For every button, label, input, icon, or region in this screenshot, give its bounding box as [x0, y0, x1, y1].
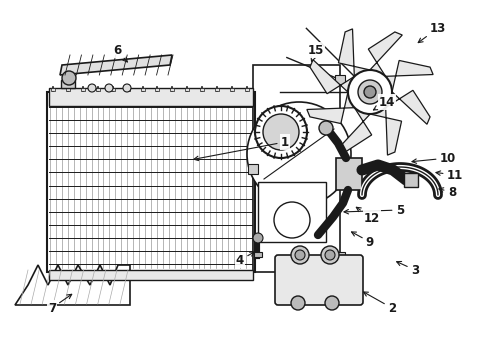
Bar: [254, 252, 262, 257]
Circle shape: [88, 84, 96, 92]
Circle shape: [364, 86, 376, 98]
Text: 3: 3: [397, 261, 419, 276]
Bar: [47, 92, 255, 272]
Polygon shape: [386, 90, 430, 124]
Bar: [335, 75, 345, 85]
Bar: [96, 88, 100, 91]
Text: 8: 8: [439, 185, 456, 198]
Bar: [51, 88, 55, 91]
Text: 13: 13: [418, 22, 446, 42]
Circle shape: [325, 296, 339, 310]
Circle shape: [348, 70, 392, 114]
Bar: [245, 88, 249, 91]
Circle shape: [247, 102, 351, 206]
Polygon shape: [338, 107, 372, 152]
Circle shape: [291, 296, 305, 310]
Bar: [111, 88, 115, 91]
Text: 1: 1: [194, 135, 289, 161]
Polygon shape: [339, 29, 370, 77]
Circle shape: [263, 114, 299, 150]
Polygon shape: [386, 60, 433, 92]
Bar: [215, 88, 219, 91]
Bar: [171, 88, 174, 91]
Polygon shape: [307, 92, 355, 123]
Circle shape: [255, 106, 307, 158]
Circle shape: [295, 250, 305, 260]
Text: 14: 14: [373, 95, 395, 110]
Circle shape: [105, 84, 113, 92]
Bar: [141, 88, 145, 91]
Circle shape: [253, 233, 263, 243]
Bar: [155, 88, 159, 91]
Text: 15: 15: [308, 44, 324, 61]
Bar: [200, 88, 204, 91]
Bar: [253, 65, 340, 272]
Bar: [230, 88, 234, 91]
Polygon shape: [15, 265, 130, 305]
Text: 11: 11: [436, 168, 463, 181]
Circle shape: [62, 71, 76, 85]
Bar: [258, 182, 326, 242]
Bar: [66, 88, 70, 91]
FancyBboxPatch shape: [275, 255, 363, 305]
Text: 7: 7: [48, 294, 72, 315]
Circle shape: [274, 202, 310, 238]
Circle shape: [319, 121, 333, 135]
Circle shape: [325, 250, 335, 260]
Bar: [49, 270, 253, 280]
Circle shape: [321, 246, 339, 264]
Bar: [49, 88, 253, 106]
Text: 12: 12: [356, 207, 380, 225]
Bar: [248, 164, 258, 174]
Polygon shape: [368, 32, 402, 77]
Text: 10: 10: [412, 152, 456, 165]
Circle shape: [291, 246, 309, 264]
Bar: [81, 88, 85, 91]
Circle shape: [358, 80, 382, 104]
Bar: [404, 173, 418, 187]
Bar: [185, 88, 189, 91]
Bar: [336, 158, 362, 190]
Polygon shape: [370, 107, 401, 155]
Text: 4: 4: [236, 252, 254, 266]
Text: 6: 6: [113, 44, 127, 62]
Bar: [125, 88, 130, 91]
Polygon shape: [60, 55, 172, 75]
Circle shape: [123, 84, 131, 92]
Text: 9: 9: [351, 232, 374, 248]
Text: 5: 5: [344, 203, 404, 216]
Polygon shape: [310, 60, 355, 94]
Bar: [61, 80, 75, 88]
Text: 2: 2: [364, 292, 396, 315]
Bar: [335, 252, 345, 262]
